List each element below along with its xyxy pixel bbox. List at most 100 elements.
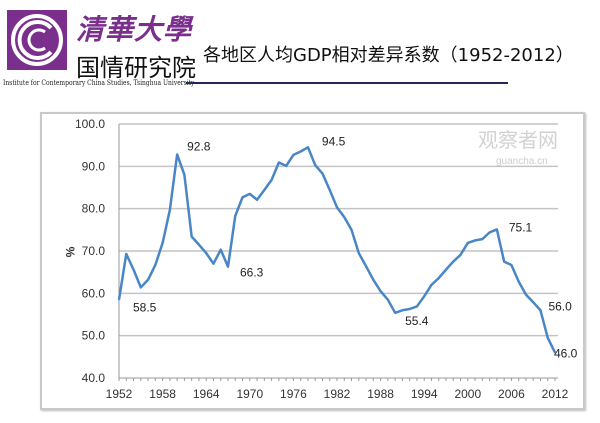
logo-swirl-icon: [11, 14, 63, 66]
data-point: [416, 305, 418, 308]
data-point: [336, 206, 338, 209]
data-point: [481, 238, 484, 240]
y-tick-label: 40.0: [82, 371, 106, 385]
y-tick-label: 80.0: [82, 202, 106, 216]
y-tick-label: 90.0: [82, 159, 106, 173]
data-point: [459, 254, 462, 256]
data-label: 55.4: [405, 314, 429, 328]
data-point: [198, 243, 200, 246]
data-point: [423, 295, 426, 298]
logo-subtitle: 国情研究院: [76, 54, 196, 82]
data-point: [503, 260, 505, 263]
data-point: [125, 253, 128, 255]
data-point: [285, 165, 287, 167]
data-point: [554, 351, 556, 354]
data-point: [408, 308, 411, 310]
institute-logo: [7, 10, 67, 70]
data-point: [256, 198, 258, 201]
data-point: [467, 242, 469, 244]
data-point: [387, 298, 389, 301]
chart-title: 各地区人均GDP相对差异系数（1952-2012）: [203, 45, 574, 66]
data-point: [532, 301, 534, 304]
y-tick-label: 60.0: [82, 286, 106, 300]
data-label: 75.1: [509, 220, 533, 234]
data-point: [212, 262, 215, 265]
data-label: 56.0: [548, 299, 572, 313]
data-point: [474, 239, 476, 242]
data-point: [234, 215, 237, 217]
data-point: [372, 278, 375, 281]
data-label: 58.5: [133, 301, 157, 315]
data-point: [394, 312, 396, 314]
data-point: [379, 290, 382, 293]
x-tick-label: 1970: [236, 387, 263, 401]
data-point: [430, 284, 433, 286]
y-tick-label: 70.0: [82, 244, 106, 258]
data-point: [161, 242, 164, 244]
data-point: [278, 161, 280, 164]
data-point: [350, 229, 353, 231]
data-point: [249, 193, 251, 195]
y-tick-label: 100.0: [75, 117, 105, 131]
x-tick-label: 1994: [411, 387, 438, 401]
chart-frame: [40, 112, 585, 410]
data-point: [292, 154, 295, 156]
data-label: 94.5: [322, 134, 346, 148]
data-point: [539, 309, 542, 312]
data-point: [219, 248, 222, 251]
x-tick-label: 1982: [324, 387, 351, 401]
x-tick-label: 1952: [106, 387, 133, 401]
data-point: [241, 196, 244, 199]
data-point: [321, 172, 324, 175]
data-point: [154, 264, 157, 266]
data-point: [437, 277, 440, 279]
data-point: [307, 146, 309, 149]
data-point: [299, 150, 302, 153]
data-point: [365, 265, 367, 268]
data-point: [401, 309, 404, 312]
header-divider: [186, 82, 508, 84]
data-point: [132, 268, 135, 271]
data-point: [358, 252, 360, 254]
x-tick-label: 1976: [280, 387, 307, 401]
logo-text-cn: 清華大學: [76, 13, 193, 46]
data-point: [546, 336, 549, 339]
data-point: [525, 293, 527, 296]
watermark: 观察者网: [478, 128, 558, 152]
data-point: [169, 209, 171, 211]
data-point: [270, 179, 273, 181]
data-point: [510, 264, 513, 266]
data-point: [496, 228, 498, 231]
data-label: 46.0: [554, 347, 578, 361]
x-tick-label: 1958: [149, 387, 176, 401]
data-point: [328, 189, 331, 191]
data-point: [183, 174, 186, 176]
logo-english-name: Institute for Contemporary China Studies…: [3, 78, 195, 87]
data-point: [205, 252, 207, 254]
x-tick-label: 1964: [193, 387, 220, 401]
data-label: 66.3: [240, 266, 264, 280]
data-point: [343, 216, 346, 218]
x-tick-label: 1988: [367, 387, 394, 401]
data-point: [118, 298, 120, 301]
series-line: [117, 146, 557, 354]
data-point: [445, 268, 447, 271]
y-tick-label: 50.0: [82, 329, 106, 343]
data-point: [176, 153, 178, 156]
data-label: 92.8: [187, 139, 211, 153]
data-point: [314, 164, 317, 166]
data-point: [452, 260, 455, 263]
data-point: [488, 231, 491, 234]
data-point: [190, 235, 193, 238]
data-point: [140, 286, 142, 289]
data-point: [517, 280, 520, 283]
y-axis-label: %: [63, 247, 77, 258]
data-point: [227, 265, 229, 268]
x-tick-label: 2000: [454, 387, 481, 401]
data-point: [263, 189, 266, 191]
x-tick-label: 2012: [542, 387, 569, 401]
data-point: [147, 278, 149, 281]
x-tick-label: 2006: [498, 387, 525, 401]
watermark-url: guancha.cn: [496, 156, 548, 167]
